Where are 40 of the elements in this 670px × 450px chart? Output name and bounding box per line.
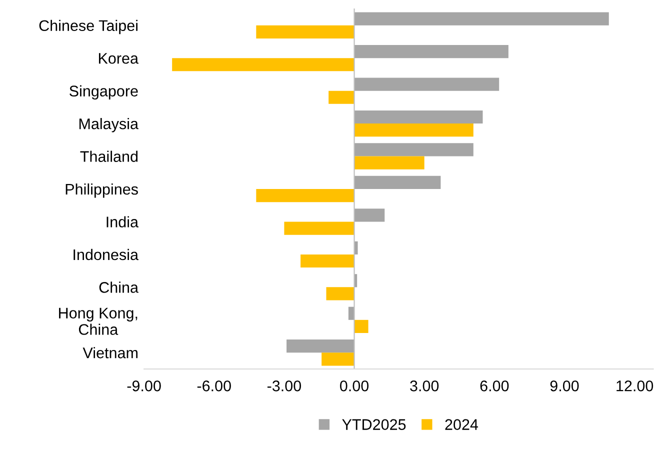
- x-tick-label: -9.00: [127, 380, 161, 392]
- bar: [256, 25, 354, 38]
- bar: [354, 78, 500, 91]
- bar: [354, 110, 483, 124]
- bar: [300, 254, 354, 268]
- bar: [354, 320, 368, 333]
- bar: [354, 124, 474, 137]
- x-tick-label: 12.00: [616, 380, 654, 392]
- y-tick-label: Chinese Taipei: [39, 20, 138, 34]
- bar: [354, 208, 385, 222]
- y-tick-label: Philippines: [66, 183, 138, 198]
- y-tick-label: Indonesia: [74, 248, 138, 260]
- x-tick-label: -6.00: [197, 380, 231, 392]
- y-tick-label: Vietnam: [82, 347, 138, 358]
- y-tick-label: Korea: [98, 53, 138, 64]
- bar: [284, 222, 354, 235]
- bar: [354, 143, 474, 156]
- bar: [172, 58, 354, 72]
- x-tick-label: 9.00: [550, 380, 579, 392]
- x-tick-label: 0.00: [340, 380, 369, 392]
- bar: [322, 352, 354, 366]
- legend-label: 2024: [445, 419, 478, 430]
- bar: [354, 45, 508, 58]
- y-tick-label: Hong Kong, China: [59, 308, 138, 335]
- bar: [256, 189, 354, 202]
- bar: [286, 340, 354, 353]
- y-tick-label: India: [106, 216, 138, 228]
- x-tick-label: -3.00: [267, 380, 302, 392]
- y-tick-label: China: [99, 282, 138, 293]
- x-tick-label: 3.00: [410, 380, 439, 392]
- y-tick-label: Malaysia: [79, 118, 138, 132]
- bar: [328, 90, 354, 104]
- y-tick-label: Thailand: [80, 150, 138, 162]
- y-tick-label: Singapore: [70, 85, 138, 100]
- bar: [354, 156, 424, 170]
- bar: [326, 287, 354, 300]
- x-tick-label: 6.00: [480, 380, 509, 392]
- legend-label: YTD2025: [342, 419, 406, 430]
- bar: [354, 12, 609, 26]
- bar: [354, 176, 441, 189]
